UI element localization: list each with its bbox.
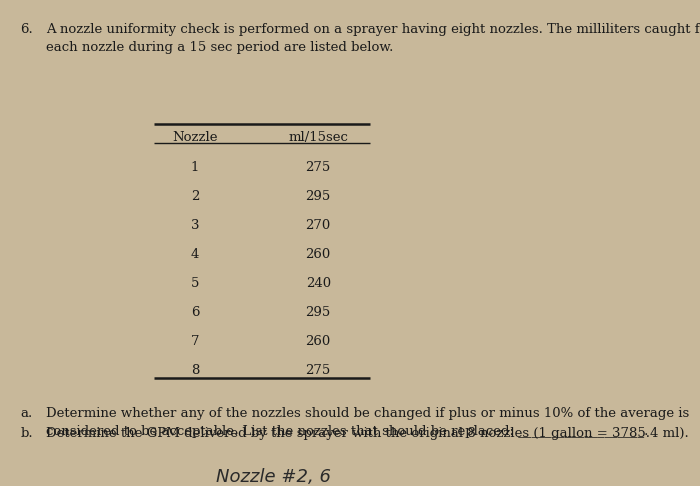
Text: 270: 270 bbox=[306, 219, 331, 232]
Text: 4: 4 bbox=[191, 248, 200, 261]
Text: 295: 295 bbox=[306, 190, 331, 203]
Text: Determine whether any of the nozzles should be changed if plus or minus 10% of t: Determine whether any of the nozzles sho… bbox=[46, 407, 690, 437]
Text: 6: 6 bbox=[191, 306, 200, 319]
Text: 295: 295 bbox=[306, 306, 331, 319]
Text: 275: 275 bbox=[306, 160, 331, 174]
Text: 260: 260 bbox=[306, 335, 331, 348]
Text: 7: 7 bbox=[191, 335, 200, 348]
Text: 275: 275 bbox=[306, 364, 331, 377]
Text: A nozzle uniformity check is performed on a sprayer having eight nozzles. The mi: A nozzle uniformity check is performed o… bbox=[46, 23, 700, 54]
Text: Determine the GPM delivered by the sprayer with the original 8 nozzles (1 gallon: Determine the GPM delivered by the spray… bbox=[46, 427, 689, 440]
Text: 3: 3 bbox=[191, 219, 200, 232]
Text: Nozzle: Nozzle bbox=[172, 131, 218, 144]
Text: 260: 260 bbox=[306, 248, 331, 261]
Text: 5: 5 bbox=[191, 277, 200, 290]
Text: Nozzle #2, 6: Nozzle #2, 6 bbox=[216, 468, 330, 486]
Text: b.: b. bbox=[20, 427, 33, 440]
Text: 8: 8 bbox=[191, 364, 200, 377]
Text: 240: 240 bbox=[306, 277, 331, 290]
Text: a.: a. bbox=[20, 407, 33, 419]
Text: 1: 1 bbox=[191, 160, 200, 174]
Text: 6.: 6. bbox=[20, 23, 34, 36]
Text: ml/15sec: ml/15sec bbox=[288, 131, 348, 144]
Text: 2: 2 bbox=[191, 190, 200, 203]
